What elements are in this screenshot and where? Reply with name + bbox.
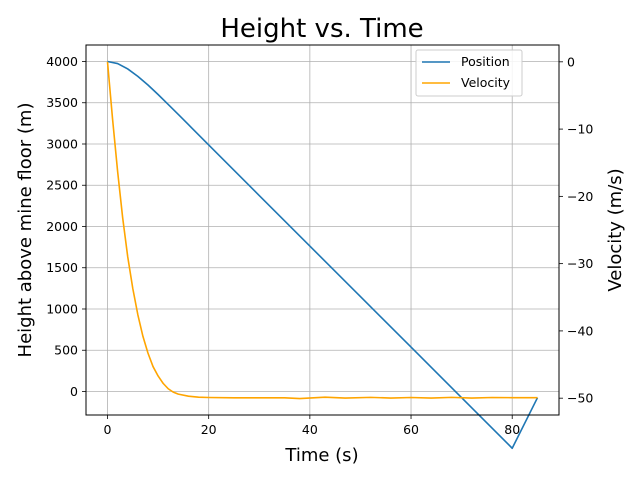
x-axis-ticks: 0 20 40 60 80 <box>104 415 520 437</box>
x-tick-label: 0 <box>104 422 112 437</box>
legend-position-label: Position <box>461 54 510 69</box>
legend: Position Velocity <box>415 49 523 97</box>
y-tick-label: 1000 <box>46 301 78 316</box>
y-tick-label: 500 <box>54 343 78 358</box>
x-tick-label: 60 <box>403 422 419 437</box>
y2-tick-label: −40 <box>567 323 593 338</box>
x-tick-label: 20 <box>201 422 217 437</box>
chart-title: Height vs. Time <box>220 14 423 44</box>
y2-axis-label: Velocity (m/s) <box>605 168 626 291</box>
position-line <box>107 60 539 450</box>
y2-tick-label: −30 <box>567 256 593 271</box>
y-axis-label: Height above mine floor (m) <box>15 103 36 358</box>
y-tick-label: 3000 <box>46 136 78 151</box>
x-tick-label: 80 <box>504 422 520 437</box>
y-tick-label: 3500 <box>46 95 78 110</box>
series-layer <box>106 60 539 450</box>
x-tick-label: 40 <box>302 422 318 437</box>
y-tick-label: 1500 <box>46 260 78 275</box>
y-tick-label: 4000 <box>46 54 78 69</box>
y2-tick-label: −10 <box>567 122 593 137</box>
y-axis-ticks: 0 500 1000 1500 2000 2500 3000 3500 4000 <box>46 54 86 399</box>
velocity-line <box>106 61 538 400</box>
plot-frame <box>85 44 560 416</box>
y-tick-label: 0 <box>70 384 78 399</box>
x-axis-label: Time (s) <box>284 445 358 466</box>
y2-tick-label: 0 <box>567 54 575 69</box>
legend-velocity-label: Velocity <box>461 75 511 90</box>
y2-tick-label: −50 <box>567 391 593 406</box>
grid <box>86 45 559 415</box>
y2-tick-label: −20 <box>567 189 593 204</box>
y-tick-label: 2000 <box>46 219 78 234</box>
y-tick-label: 2500 <box>46 178 78 193</box>
y2-axis-ticks: 0 −10 −20 −30 −40 −50 <box>559 54 593 406</box>
